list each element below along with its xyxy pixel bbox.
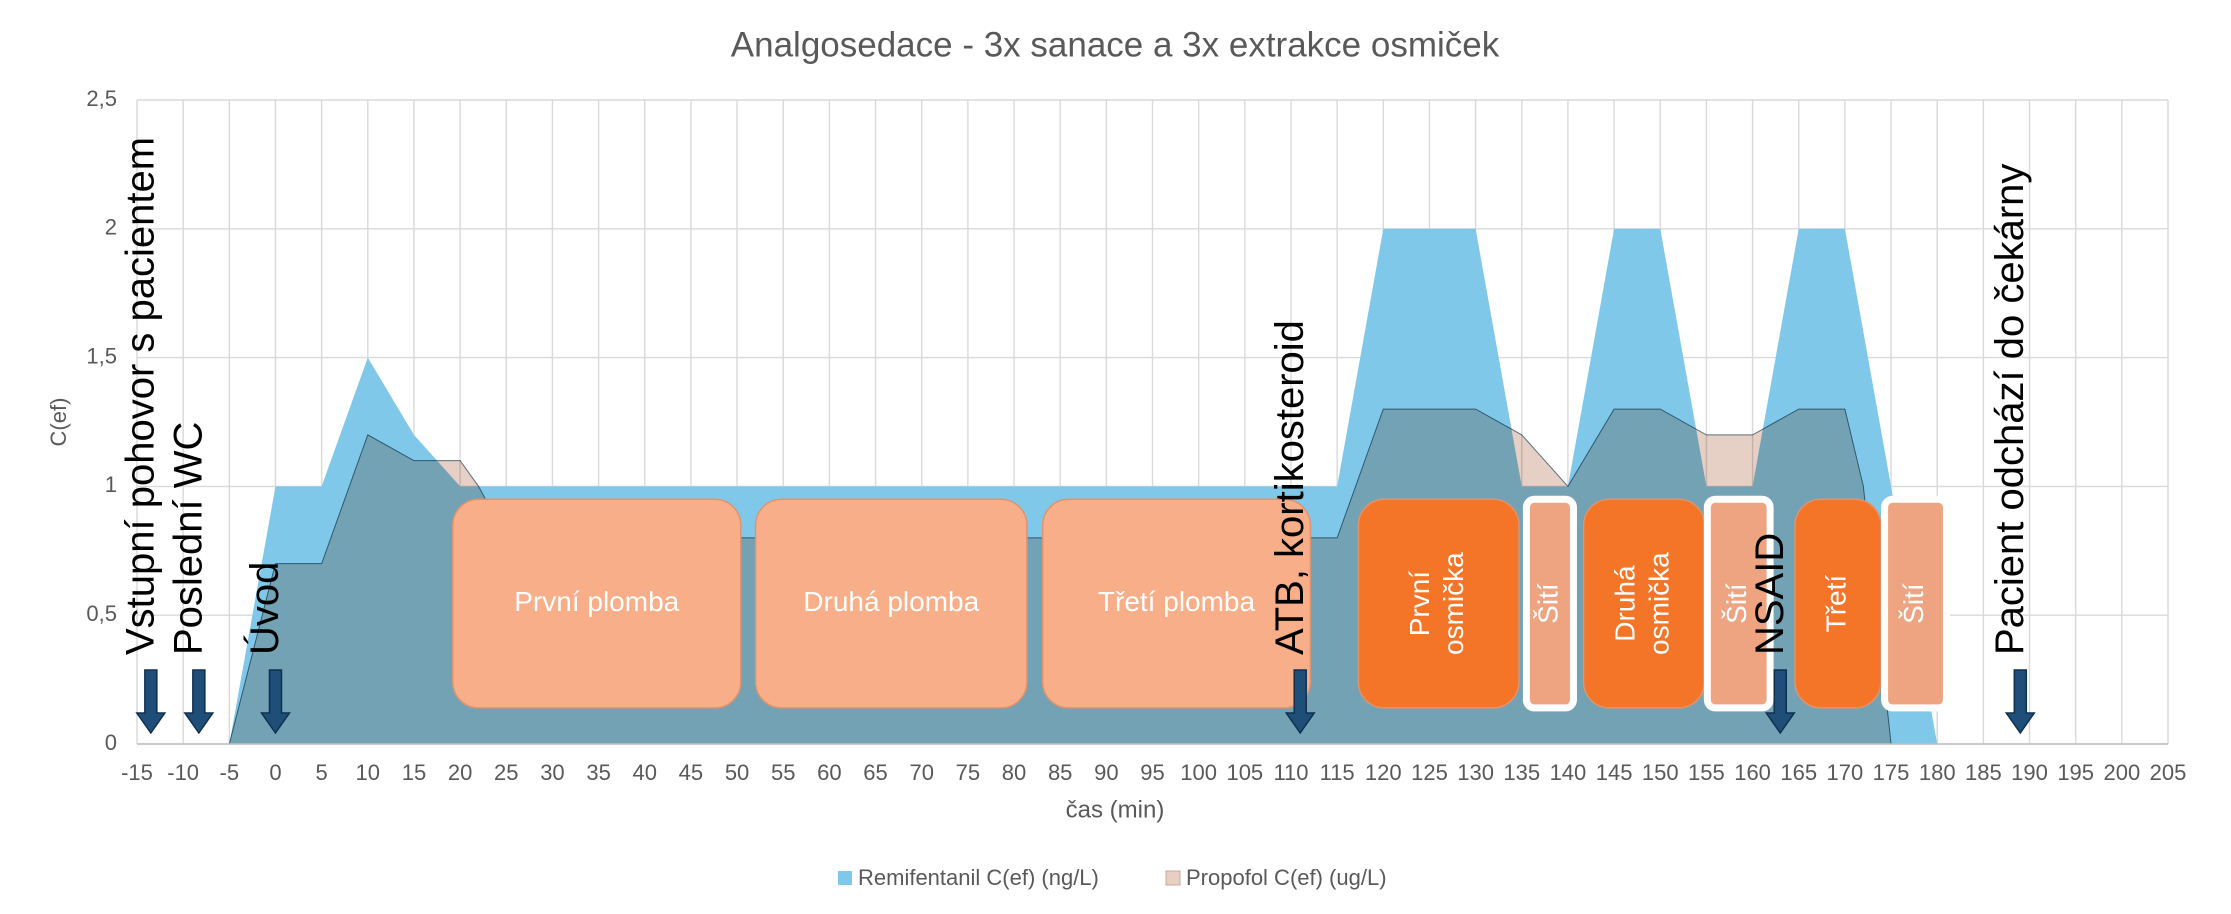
axes: 0 0,5 1 1,5 2 2,5 -15 -10 -5 0 5 10 15 20 25 30 35 40 45 50…	[86, 86, 2186, 785]
x-tick-label: 135	[1503, 760, 1540, 785]
x-tick-label: -15	[121, 760, 153, 785]
annotation: Úvod	[242, 562, 287, 655]
phases: První plomba Druhá plomba Třetí plomba Prvn…	[451, 495, 1950, 712]
arrow	[135, 669, 167, 735]
y-tick-label: 0,5	[86, 601, 117, 626]
y-tick-label: 1	[105, 472, 117, 497]
x-tick-label: 75	[956, 760, 980, 785]
phase-label: Šití	[1721, 583, 1752, 624]
annotation: Poslední WC	[166, 422, 210, 655]
phase-box	[1041, 498, 1312, 709]
annotation: Vstupní pohovor s pacientem	[118, 137, 162, 655]
x-tick-label: 40	[633, 760, 657, 785]
x-tick-label: 180	[1919, 760, 1956, 785]
x-tick-label: 115	[1320, 760, 1355, 785]
x-tick-label: 195	[2057, 760, 2094, 785]
x-tick-label: -10	[167, 760, 199, 785]
phase-label: osmička	[1643, 552, 1674, 655]
x-tick-label: 35	[586, 760, 610, 785]
x-tick-label: 190	[2011, 760, 2048, 785]
y-axis-label: C(ef)	[46, 398, 71, 447]
x-tick-label: 110	[1273, 760, 1308, 785]
y-tick-label: 2,5	[86, 86, 117, 111]
x-tick-label: 175	[1873, 760, 1910, 785]
annotation: ATB, kortikosteroid	[1268, 320, 1312, 655]
arrow	[1284, 669, 1316, 735]
phase-box	[1881, 495, 1950, 712]
x-tick-label: 60	[817, 760, 841, 785]
phase-label: Třetí	[1820, 575, 1851, 633]
x-tick-label: 5	[316, 760, 328, 785]
x-tick-label: 130	[1457, 760, 1494, 785]
y-tick-label: 1,5	[86, 343, 117, 368]
annotation: Pacient odchází do čekárny	[1988, 164, 2032, 655]
x-tick-label: 95	[1140, 760, 1164, 785]
x-tick-label: 10	[356, 760, 380, 785]
legend-swatch	[838, 871, 852, 885]
x-axis-label: čas (min)	[1066, 796, 1165, 823]
phase-box	[754, 498, 1028, 709]
x-tick-label: 160	[1734, 760, 1771, 785]
x-tick-label: 125	[1411, 760, 1448, 785]
x-tick-label: 120	[1365, 760, 1402, 785]
phase-label: Šití	[1898, 583, 1929, 624]
phase-label: osmička	[1438, 552, 1469, 655]
x-tick-label: 105	[1226, 760, 1263, 785]
x-tick-label: 55	[771, 760, 795, 785]
phase-label: První plomba	[514, 586, 679, 617]
x-tick-label: 150	[1642, 760, 1679, 785]
legend: Remifentanil C(ef) (ng/L) Propofol C(ef) …	[838, 865, 1387, 890]
x-tick-label: 65	[863, 760, 887, 785]
phase-box	[1703, 495, 1774, 712]
x-tick-label: 50	[725, 760, 749, 785]
x-tick-label: 145	[1596, 760, 1633, 785]
phase-box	[451, 498, 742, 709]
x-tick-label: 170	[1827, 760, 1864, 785]
y-tick-label: 0	[105, 730, 117, 755]
x-tick-label: 15	[402, 760, 426, 785]
x-tick-label: 45	[679, 760, 703, 785]
arrow	[1764, 669, 1796, 735]
x-tick-label: 205	[2150, 760, 2187, 785]
arrow	[260, 669, 291, 735]
x-tick-label: 155	[1688, 760, 1725, 785]
x-tick-label: 30	[540, 760, 564, 785]
arrow	[183, 669, 215, 735]
phase-label: Druhá plomba	[803, 586, 979, 617]
legend-label: Remifentanil C(ef) (ng/L)	[858, 865, 1099, 890]
x-tick-label: 20	[448, 760, 472, 785]
phase-box	[1357, 498, 1520, 709]
x-tick-label: 90	[1094, 760, 1118, 785]
x-tick-label: 85	[1048, 760, 1072, 785]
y-tick-label: 2	[105, 215, 117, 240]
x-tick-label: 165	[1780, 760, 1817, 785]
x-tick-label: 70	[909, 760, 933, 785]
x-tick-label: 100	[1180, 760, 1217, 785]
x-tick-label: 0	[269, 760, 281, 785]
legend-label: Propofol C(ef) (ug/L)	[1186, 865, 1387, 890]
phase-label: Třetí plomba	[1098, 586, 1256, 617]
x-tick-label: 25	[494, 760, 518, 785]
x-tick-label: 185	[1965, 760, 2002, 785]
chart-title: Analgosedace - 3x sanace a 3x extrakce o…	[731, 25, 1500, 64]
phase-label: Druhá	[1609, 565, 1640, 642]
x-tick-label: 80	[1002, 760, 1026, 785]
arrow	[2004, 669, 2036, 735]
annotations: Vstupní pohovor s pacientem Poslední WC Úv…	[118, 137, 2036, 735]
x-tick-label: 140	[1550, 760, 1587, 785]
legend-swatch	[1165, 870, 1181, 886]
phase-box	[1522, 495, 1577, 712]
x-tick-label: 200	[2103, 760, 2140, 785]
phase-label: První	[1404, 571, 1435, 637]
phase-label: Šití	[1532, 583, 1563, 624]
annotation: NSAID	[1748, 533, 1792, 655]
phase-box	[1794, 498, 1882, 709]
x-tick-label: -5	[220, 760, 240, 785]
